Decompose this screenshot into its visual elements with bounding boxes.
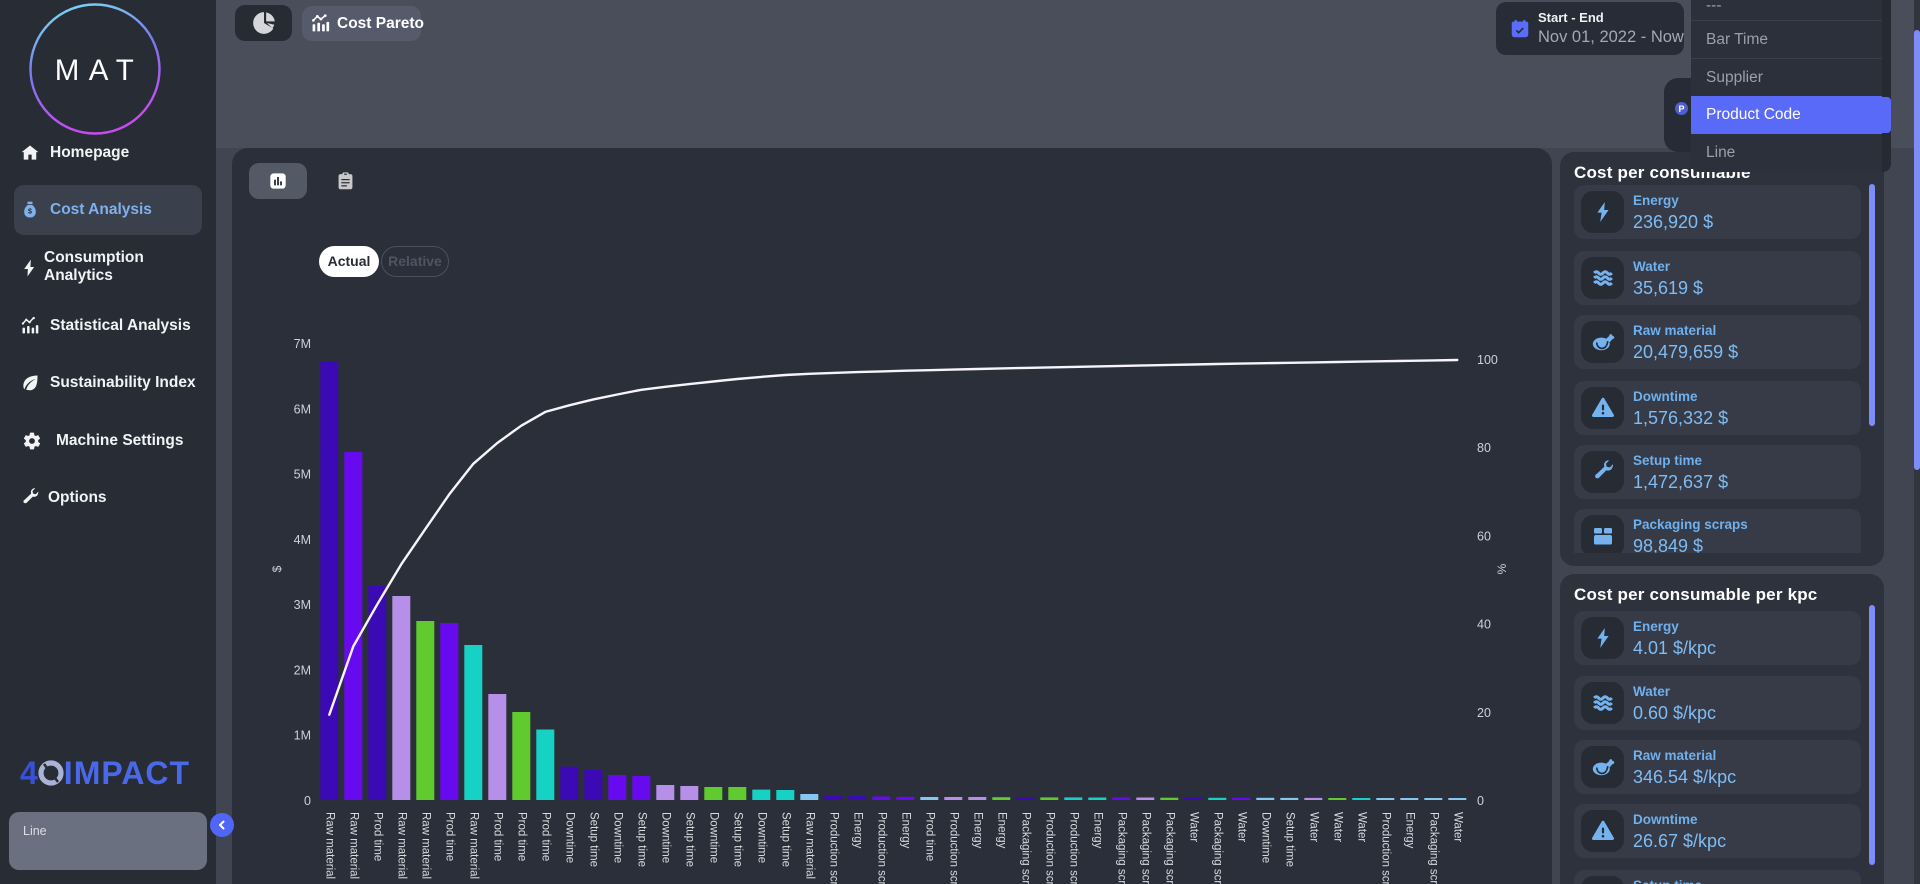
svg-text:$: $ bbox=[28, 208, 32, 216]
svg-text:Water: Water bbox=[1355, 812, 1367, 842]
svg-text:7M: 7M bbox=[294, 337, 311, 351]
svg-text:6M: 6M bbox=[294, 402, 311, 416]
svg-text:$: $ bbox=[270, 565, 284, 572]
svg-text:Energy: Energy bbox=[1403, 812, 1415, 849]
svg-text:Packaging scraps: Packaging scraps bbox=[1427, 812, 1439, 884]
svg-text:Downtime: Downtime bbox=[563, 812, 575, 863]
svg-text:40: 40 bbox=[1477, 618, 1491, 632]
svg-text:Prod time: Prod time bbox=[443, 812, 455, 861]
svg-text:Prod time: Prod time bbox=[371, 812, 383, 861]
svg-text:Setup time: Setup time bbox=[683, 812, 695, 867]
svg-text:Water: Water bbox=[1235, 812, 1247, 842]
svg-text:100: 100 bbox=[1477, 353, 1498, 367]
svg-text:Production scraps: Production scraps bbox=[1067, 812, 1079, 884]
svg-text:Water: Water bbox=[1307, 812, 1319, 842]
svg-text:Raw material: Raw material bbox=[395, 812, 407, 879]
svg-text:3M: 3M bbox=[294, 598, 311, 612]
svg-text:Raw material: Raw material bbox=[347, 812, 359, 879]
svg-text:Setup time: Setup time bbox=[731, 812, 743, 867]
svg-text:Prod time: Prod time bbox=[539, 812, 551, 861]
svg-text:Setup time: Setup time bbox=[587, 812, 599, 867]
svg-text:Downtime: Downtime bbox=[659, 812, 671, 863]
svg-text:80: 80 bbox=[1477, 441, 1491, 455]
svg-text:Setup time: Setup time bbox=[1283, 812, 1295, 867]
svg-text:5M: 5M bbox=[294, 468, 311, 482]
svg-text:Raw material: Raw material bbox=[467, 812, 479, 879]
svg-text:Packaging scraps: Packaging scraps bbox=[1115, 812, 1127, 884]
svg-text:Prod time: Prod time bbox=[515, 812, 527, 861]
svg-text:Production scraps: Production scraps bbox=[947, 812, 959, 884]
svg-text:Prod time: Prod time bbox=[491, 812, 503, 861]
svg-text:MAT: MAT bbox=[55, 54, 144, 87]
svg-text:Setup time: Setup time bbox=[779, 812, 791, 867]
svg-text:2M: 2M bbox=[294, 663, 311, 677]
svg-text:Energy: Energy bbox=[899, 812, 911, 849]
svg-text:Production scraps: Production scraps bbox=[1379, 812, 1391, 884]
svg-text:Downtime: Downtime bbox=[755, 812, 767, 863]
svg-text:Water: Water bbox=[1331, 812, 1343, 842]
svg-text:Energy: Energy bbox=[971, 812, 983, 849]
svg-text:0: 0 bbox=[304, 794, 311, 808]
svg-text:Energy: Energy bbox=[995, 812, 1007, 849]
svg-text:Energy: Energy bbox=[851, 812, 863, 849]
svg-text:Production scraps: Production scraps bbox=[875, 812, 887, 884]
svg-text:Prod time: Prod time bbox=[923, 812, 935, 861]
svg-text:Downtime: Downtime bbox=[611, 812, 623, 863]
svg-text:%: % bbox=[1495, 563, 1509, 574]
svg-text:Raw material: Raw material bbox=[803, 812, 815, 879]
svg-text:Packaging scraps: Packaging scraps bbox=[1211, 812, 1223, 884]
svg-text:Production scraps: Production scraps bbox=[827, 812, 839, 884]
svg-text:Setup time: Setup time bbox=[635, 812, 647, 867]
svg-text:Downtime: Downtime bbox=[707, 812, 719, 863]
svg-text:Water: Water bbox=[1451, 812, 1463, 842]
svg-text:Downtime: Downtime bbox=[1259, 812, 1271, 863]
svg-text:4M: 4M bbox=[294, 533, 311, 547]
svg-text:Packaging scraps: Packaging scraps bbox=[1019, 812, 1031, 884]
svg-text:1M: 1M bbox=[294, 729, 311, 743]
svg-text:60: 60 bbox=[1477, 529, 1491, 543]
svg-text:Raw material: Raw material bbox=[419, 812, 431, 879]
svg-text:20: 20 bbox=[1477, 706, 1491, 720]
svg-text:Packaging scraps: Packaging scraps bbox=[1163, 812, 1175, 884]
svg-text:0: 0 bbox=[1477, 794, 1484, 808]
svg-text:Packaging scraps: Packaging scraps bbox=[1139, 812, 1151, 884]
svg-text:Water: Water bbox=[1187, 812, 1199, 842]
svg-text:Energy: Energy bbox=[1091, 812, 1103, 849]
svg-text:Production scraps: Production scraps bbox=[1043, 812, 1055, 884]
svg-text:Raw material: Raw material bbox=[323, 812, 335, 879]
